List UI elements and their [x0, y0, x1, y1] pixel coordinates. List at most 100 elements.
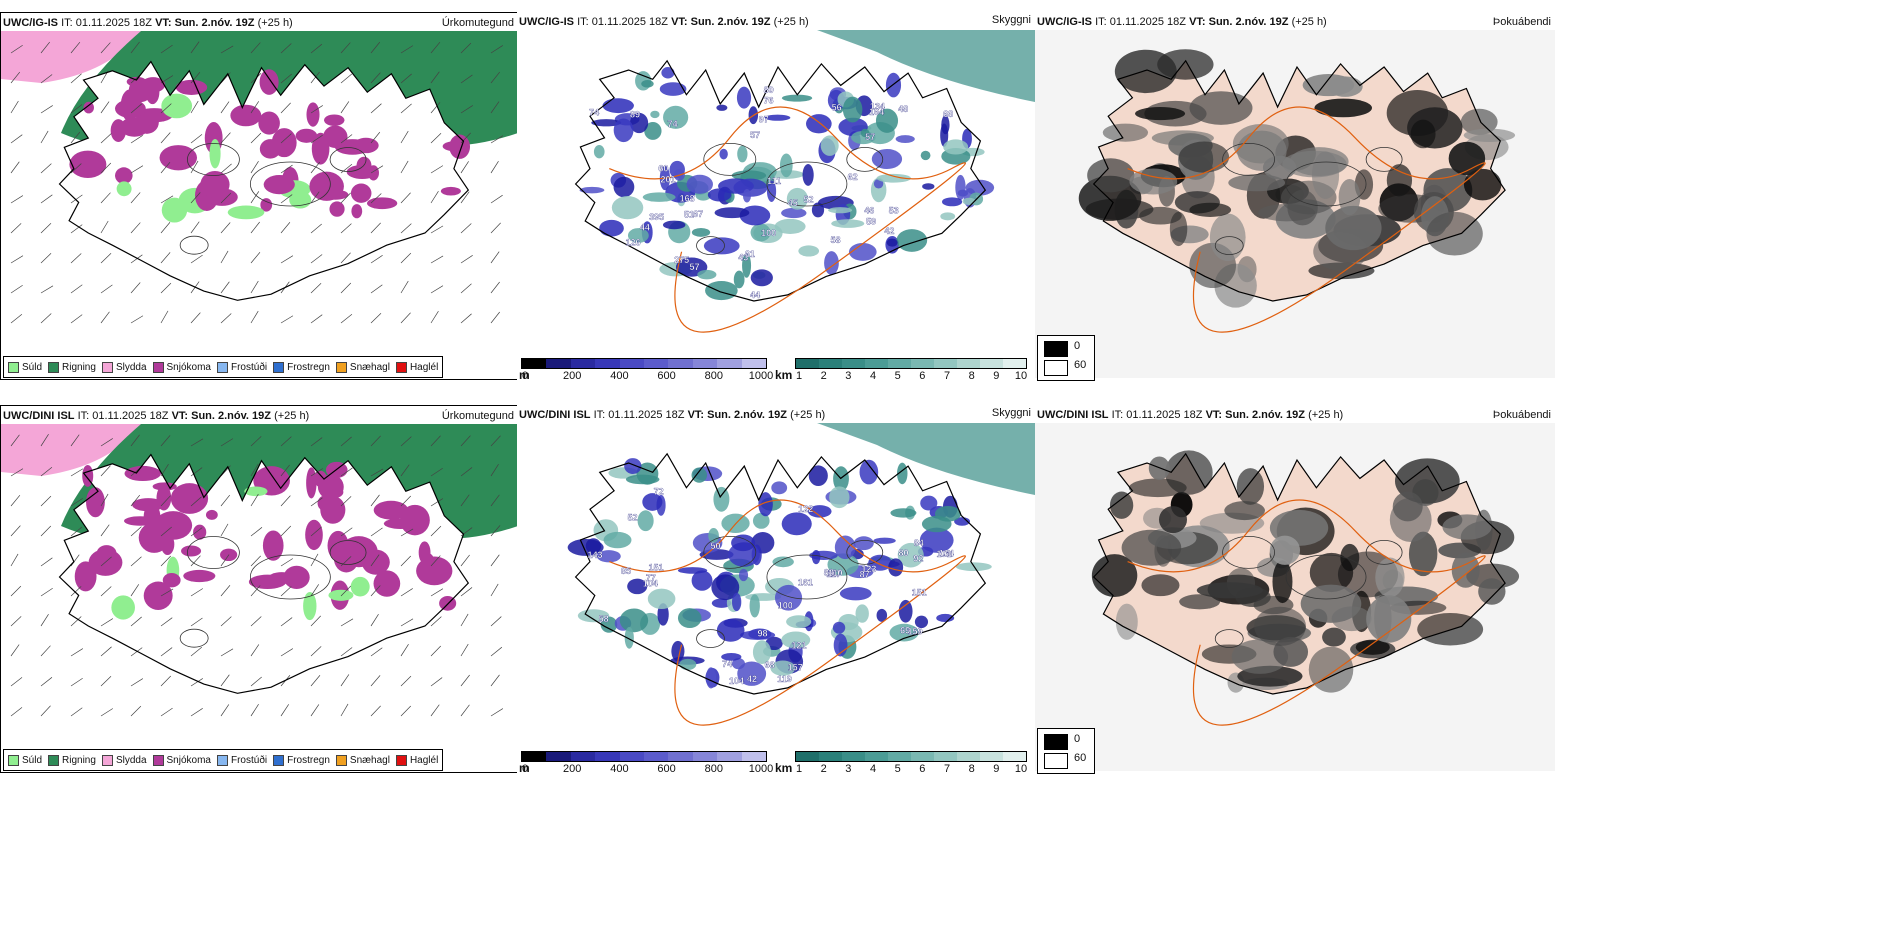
cloud-base-label: 77 [646, 573, 656, 583]
snow-cell [329, 201, 345, 217]
wind-barb [160, 435, 171, 447]
cloud-base-label: 43 [738, 253, 748, 263]
snow-cell [350, 183, 372, 203]
cloud-base-label: 395 [649, 212, 664, 222]
fog-panel-top: UWC/IG-IS IT: 01.11.2025 18Z VT: Sun. 2.… [1035, 12, 1555, 381]
cloud-base-label: 117 [826, 569, 841, 579]
wind-barb [280, 436, 292, 447]
colorbar-tick: 1000 [748, 763, 774, 775]
cloud-cell [920, 495, 938, 511]
wind-barb [40, 313, 52, 324]
fog-blob [1169, 211, 1188, 247]
precip-legend-item: Snjókoma [152, 361, 211, 373]
glacier-outline [696, 629, 725, 649]
cloud-cell [919, 527, 954, 553]
wind-barb [400, 675, 412, 687]
cloud-cell [697, 269, 717, 280]
wind-barb [310, 161, 321, 174]
glacier-outline [703, 535, 757, 569]
wind-barb [280, 525, 292, 537]
wind-barb [430, 132, 442, 144]
wind-barb [400, 223, 412, 234]
snow-cell [317, 474, 344, 500]
wind-barb [70, 648, 84, 657]
fog-blob [1269, 535, 1301, 565]
legend-swatch [273, 754, 285, 766]
coastline [1092, 59, 1506, 302]
wind-barb [220, 523, 229, 537]
wind-barb [10, 223, 22, 234]
cloud-base-label: 157 [788, 663, 803, 673]
cloud-cell [707, 188, 732, 202]
snow-cell [111, 595, 135, 620]
wind-barb [130, 678, 144, 687]
cloud-base-label: 80 [764, 85, 774, 95]
wind-barb [70, 498, 83, 507]
wind-barb [370, 312, 382, 324]
cloud-cell [914, 615, 929, 629]
cloud-cell [750, 269, 773, 287]
wind-barb [250, 42, 261, 54]
cloud-base-label: 52 [803, 194, 813, 204]
wind-barb [220, 101, 230, 114]
snow-cell [200, 170, 230, 199]
wind-barb [310, 437, 323, 447]
cloud-cell [771, 481, 788, 495]
wind-barb [40, 434, 49, 447]
wind-barb [400, 312, 411, 324]
fog-legend-label: 60 [1074, 752, 1087, 764]
fog-blob [1309, 552, 1354, 593]
colorbar-tick: 800 [704, 370, 723, 382]
wind-barb [490, 525, 501, 537]
it-value: 01.11.2025 18Z [1109, 16, 1186, 28]
cloud-cell [770, 660, 796, 676]
cloud-base-label: 58 [599, 614, 609, 624]
colorbar-unit: km [775, 761, 793, 775]
cloud-cell [703, 237, 740, 255]
wind-barb [100, 133, 112, 144]
cloud-cell [811, 549, 821, 565]
fog-blob [1231, 639, 1289, 674]
cloud-cell [691, 467, 708, 483]
snow-cell [324, 114, 345, 126]
wind-barb [190, 192, 201, 204]
colorbar-tick: 8 [968, 763, 975, 775]
wind-barb [400, 192, 411, 204]
wind-barb [220, 648, 234, 657]
wind-barb [310, 71, 320, 84]
snow-cell [138, 522, 170, 553]
legend-label: Súld [22, 361, 43, 373]
snow-cell [346, 164, 378, 179]
wind-barb [370, 254, 383, 264]
wind-barb [250, 493, 259, 507]
legend-label: Súld [22, 754, 43, 766]
fog-legend-label: 0 [1074, 340, 1081, 352]
wind-barb [340, 585, 352, 597]
wind-barb [10, 255, 24, 264]
wind-barb [340, 618, 354, 627]
wind-barb [220, 704, 230, 717]
cloud-cell [596, 550, 621, 563]
wind-barb [40, 253, 52, 264]
fog-legend-bottom: 0 60 [1037, 728, 1095, 774]
cloud-cell [721, 652, 742, 661]
colorbar-tick: 8 [968, 370, 975, 382]
cloud-cell [736, 86, 752, 109]
glacier-outline [1222, 142, 1276, 176]
cloud-base-label: 74 [667, 119, 677, 129]
fog-blob [1448, 141, 1486, 176]
it-value: 01.11.2025 18Z [1126, 409, 1203, 421]
wind-barb [250, 161, 259, 174]
cloud-cell [611, 196, 644, 220]
wind-barb [340, 252, 351, 264]
wind-barb [220, 250, 229, 264]
wind-barb [400, 644, 409, 657]
wind-barb [190, 100, 199, 114]
snow-cell [209, 139, 221, 169]
cloud-cell [663, 105, 689, 129]
cloud-cell [752, 512, 770, 529]
wind-barb [160, 675, 172, 687]
wind-barb [40, 495, 52, 507]
road-network [609, 499, 966, 726]
glacier-outline [329, 147, 367, 172]
